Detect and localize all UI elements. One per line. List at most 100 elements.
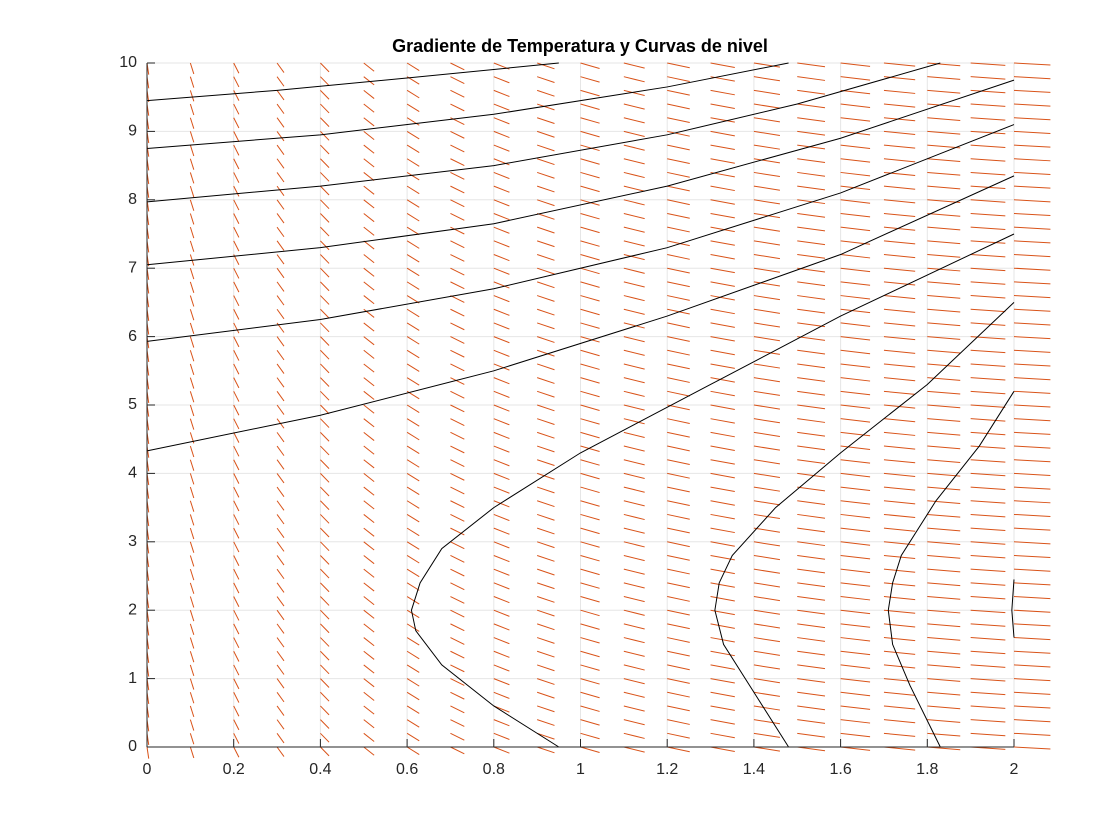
quiver-arrow <box>667 541 690 548</box>
quiver-arrow <box>580 609 600 617</box>
quiver-arrow <box>450 513 465 522</box>
contour-line <box>714 302 1015 748</box>
quiver-arrow <box>406 363 420 372</box>
quiver-arrow <box>536 541 555 549</box>
quiver-arrow <box>363 568 375 578</box>
quiver-arrow <box>840 404 871 409</box>
quiver-arrow <box>536 664 555 672</box>
contour-line <box>146 62 559 102</box>
quiver-arrow <box>450 746 465 755</box>
quiver-arrow <box>753 500 780 506</box>
quiver-arrow <box>580 308 600 316</box>
quiver-arrow <box>927 144 961 149</box>
quiver-arrow <box>1013 212 1051 217</box>
quiver-arrow <box>536 226 555 234</box>
quiver-arrow <box>927 76 961 80</box>
quiver-arrow <box>667 445 690 452</box>
quiver-arrow <box>883 240 916 245</box>
quiver-arrow <box>189 391 195 403</box>
quiver-arrow <box>970 89 1006 94</box>
contour-line <box>146 79 1015 266</box>
quiver-arrow <box>493 472 510 481</box>
quiver-arrow <box>970 212 1006 217</box>
quiver-arrow <box>927 705 961 710</box>
quiver-arrow <box>189 445 195 458</box>
quiver-arrow <box>970 336 1006 340</box>
y-tick-label: 6 <box>128 328 137 345</box>
quiver-arrow <box>363 117 375 127</box>
quiver-arrow <box>450 596 465 604</box>
quiver-arrow <box>450 431 465 440</box>
quiver-arrow <box>233 185 240 197</box>
quiver-arrow <box>493 404 510 412</box>
quiver-arrow <box>320 62 330 73</box>
quiver-arrow <box>667 89 690 96</box>
quiver-arrow <box>883 254 916 259</box>
quiver-arrow <box>623 459 645 466</box>
quiver-arrow <box>840 691 871 697</box>
contour-line <box>146 175 1015 452</box>
quiver-arrow <box>970 527 1006 532</box>
quiver-arrow <box>536 650 555 658</box>
quiver-arrow <box>710 445 735 451</box>
quiver-arrow <box>927 732 961 737</box>
quiver-arrow <box>927 117 961 121</box>
quiver-arrow <box>320 76 330 86</box>
quiver-arrow <box>883 336 916 341</box>
quiver-arrow <box>667 377 690 383</box>
quiver-arrow <box>450 719 465 727</box>
quiver-arrow <box>623 363 645 370</box>
quiver-arrow <box>276 733 285 744</box>
quiver-arrow <box>797 527 826 533</box>
quiver-arrow <box>450 213 465 221</box>
quiver-arrow <box>623 513 645 521</box>
quiver-arrow <box>363 103 375 113</box>
quiver-arrow <box>883 377 916 382</box>
quiver-arrow <box>1013 500 1051 504</box>
quiver-arrow <box>580 500 600 507</box>
quiver-arrow <box>320 623 330 634</box>
quiver-arrow <box>1013 691 1051 695</box>
quiver-arrow <box>927 650 961 655</box>
quiver-arrow <box>1013 664 1051 668</box>
quiver-arrow <box>406 172 420 181</box>
quiver-arrow <box>320 336 330 346</box>
quiver-arrow <box>189 144 195 157</box>
quiver-arrow <box>189 569 195 581</box>
quiver-arrow <box>363 473 375 483</box>
quiver-arrow <box>276 432 285 443</box>
quiver-arrow <box>797 295 826 300</box>
quiver-arrow <box>363 308 375 318</box>
quiver-arrow <box>753 89 780 95</box>
quiver-arrow <box>710 349 735 356</box>
quiver-arrow <box>623 308 645 315</box>
quiver-arrow <box>623 691 645 698</box>
quiver-arrow <box>970 568 1006 573</box>
quiver-arrow <box>883 144 916 149</box>
quiver-arrow <box>927 158 961 162</box>
quiver-arrow <box>580 254 600 261</box>
quiver-arrow <box>233 267 240 279</box>
quiver-arrow <box>753 336 780 342</box>
quiver-arrow <box>406 199 420 208</box>
quiver-arrow <box>970 582 1006 586</box>
quiver-arrow <box>233 623 240 635</box>
quiver-arrow <box>320 746 330 757</box>
quiver-arrow <box>667 609 690 616</box>
quiver-arrow <box>753 363 780 369</box>
quiver-arrow <box>363 719 375 729</box>
quiver-arrow <box>320 541 330 552</box>
quiver-arrow <box>840 705 871 710</box>
quiver-arrow <box>406 527 420 537</box>
quiver-arrow <box>493 295 510 303</box>
quiver-arrow <box>276 131 285 142</box>
quiver-arrow <box>667 554 690 561</box>
quiver-arrow <box>580 212 600 220</box>
quiver-arrow <box>927 62 961 67</box>
quiver-arrow <box>883 705 916 710</box>
quiver-arrow <box>970 254 1006 258</box>
quiver-arrow <box>623 719 645 726</box>
quiver-arrow <box>753 732 780 738</box>
quiver-arrow <box>536 582 555 590</box>
quiver-arrow <box>840 226 871 232</box>
